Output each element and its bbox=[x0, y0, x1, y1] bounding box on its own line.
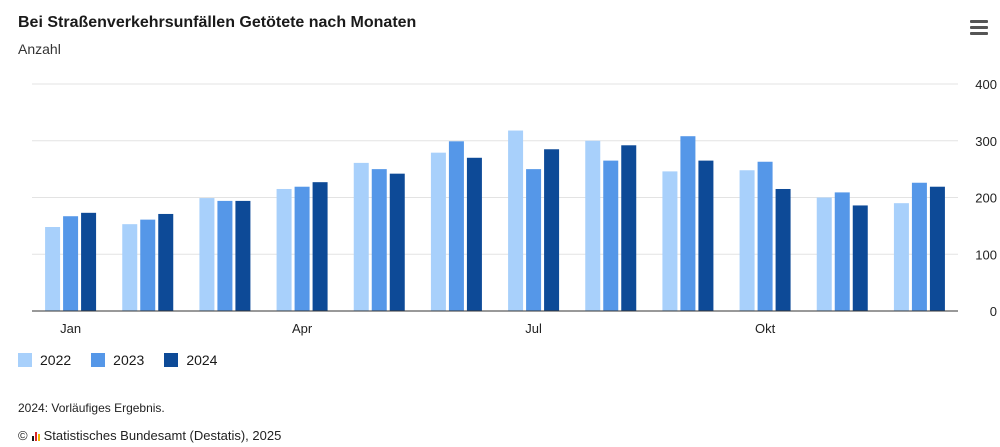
y-tick-label: 400 bbox=[975, 77, 997, 92]
chart-subtitle: Anzahl bbox=[18, 41, 61, 57]
x-tick-label: Jul bbox=[525, 321, 542, 336]
bar-2022-Mär bbox=[199, 198, 215, 311]
bar-2024-Aug bbox=[621, 145, 637, 311]
legend-label-2022: 2022 bbox=[40, 352, 72, 368]
copyright-symbol: © bbox=[18, 428, 28, 443]
bar-2023-Jun bbox=[448, 141, 464, 311]
legend-swatch-2024 bbox=[164, 353, 179, 367]
bar-2023-Feb bbox=[140, 219, 156, 311]
bar-2022-Dez bbox=[893, 203, 909, 311]
bar-2022-Nov bbox=[816, 197, 832, 311]
bar-2024-Dez bbox=[929, 186, 945, 311]
bar-2022-Jul bbox=[508, 130, 524, 311]
bar-2023-Mär bbox=[217, 200, 233, 311]
hamburger-menu-icon[interactable] bbox=[970, 20, 1000, 42]
bar-2022-Apr bbox=[276, 188, 292, 311]
bar-2022-Aug bbox=[585, 140, 601, 311]
y-tick-label: 300 bbox=[975, 134, 997, 149]
y-tick-label: 200 bbox=[975, 191, 997, 206]
bar-2023-Aug bbox=[603, 160, 619, 311]
bar-2024-Jul bbox=[544, 149, 560, 311]
legend-item-2023[interactable]: 2023 bbox=[91, 352, 144, 368]
legend-item-2024[interactable]: 2024 bbox=[164, 352, 217, 368]
x-tick-label: Apr bbox=[292, 321, 313, 336]
bar-2024-Sep bbox=[698, 160, 714, 311]
legend-label-2023: 2023 bbox=[113, 352, 145, 368]
bar-2024-Mär bbox=[235, 200, 251, 311]
bar-2023-Nov bbox=[834, 192, 850, 311]
source-line: © Statistisches Bundesamt (Destatis), 20… bbox=[18, 428, 281, 443]
bar-2023-Sep bbox=[680, 136, 696, 311]
bar-2022-Jun bbox=[430, 152, 446, 311]
bar-2022-Feb bbox=[122, 224, 138, 311]
legend-swatch-2022 bbox=[18, 353, 32, 367]
legend-swatch-2023 bbox=[91, 353, 106, 367]
bar-2024-Okt bbox=[775, 188, 791, 311]
y-tick-label: 0 bbox=[990, 304, 997, 319]
bar-2024-Jun bbox=[466, 157, 482, 311]
bar-2023-Mai bbox=[371, 169, 387, 311]
bar-2023-Apr bbox=[294, 186, 310, 311]
bar-2024-Jan bbox=[81, 212, 97, 311]
bar-2024-Nov bbox=[852, 205, 868, 311]
y-tick-label: 100 bbox=[975, 247, 997, 262]
x-tick-label: Jan bbox=[60, 321, 81, 336]
bar-2022-Sep bbox=[662, 171, 678, 311]
bar-chart: 0 100 200 300 400 Jan Apr Jul Okt bbox=[32, 77, 997, 336]
bar-2023-Jan bbox=[63, 216, 79, 311]
bar-2022-Jan bbox=[45, 227, 61, 311]
bar-2022-Okt bbox=[739, 170, 755, 311]
bar-2023-Jul bbox=[526, 169, 542, 311]
legend: 2022 2023 2024 bbox=[18, 352, 217, 368]
bar-2024-Apr bbox=[312, 182, 328, 311]
bar-2022-Mai bbox=[353, 162, 369, 311]
bar-2024-Mai bbox=[389, 173, 405, 311]
chart-title: Bei Straßenverkehrsunfällen Getötete nac… bbox=[18, 14, 417, 31]
bar-2023-Dez bbox=[911, 182, 927, 311]
legend-item-2022[interactable]: 2022 bbox=[18, 352, 71, 368]
bar-2024-Feb bbox=[158, 213, 174, 311]
bar-2023-Okt bbox=[757, 161, 773, 311]
legend-label-2024: 2024 bbox=[186, 352, 218, 368]
source-text: Statistisches Bundesamt (Destatis), 2025 bbox=[43, 428, 282, 443]
destatis-logo-icon bbox=[31, 430, 40, 441]
x-tick-label: Okt bbox=[755, 321, 776, 336]
footnote: 2024: Vorläufiges Ergebnis. bbox=[18, 401, 165, 415]
